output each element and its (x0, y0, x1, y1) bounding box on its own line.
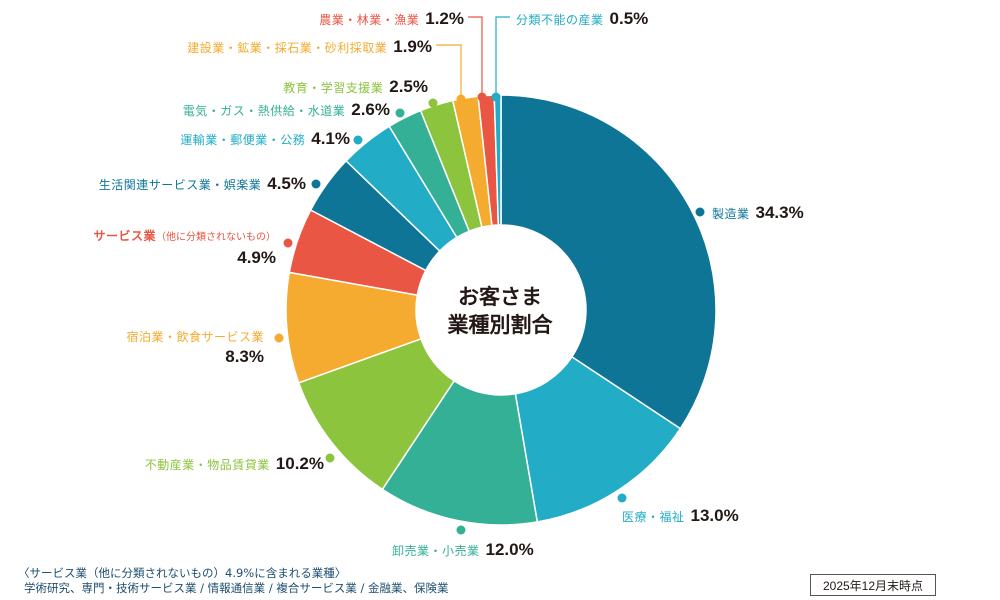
as-of-date-badge: 2025年12月末時点 (810, 574, 936, 596)
label-manufacturing: 製造業 34.3% (712, 204, 804, 221)
label-value: 4.5% (267, 174, 306, 193)
label-marker-dot (311, 179, 321, 189)
label-unclassifiable: 分類不能の産業 0.5% (516, 10, 648, 27)
label-name: 運輸業・郵便業・公務 (180, 133, 306, 147)
chart-center-title: お客さま 業種別割合 (420, 283, 580, 339)
donut-slice (500, 94, 717, 430)
label-value: 13.0% (690, 506, 739, 525)
label-name: 卸売業・小売業 (392, 544, 480, 558)
label-marker-dot (456, 525, 466, 535)
center-title-line2: 業種別割合 (447, 313, 553, 337)
donut-slice (381, 379, 539, 526)
label-utilities: 電気・ガス・熱供給・水道業 2.6% (183, 101, 390, 118)
label-accommodation-food: 宿泊業・飲食サービス業 8.3% (126, 327, 264, 367)
footnote-heading: 〈サービス業（他に分類されないもの）4.9%に含まれる業種〉 (18, 566, 347, 580)
label-value: 1.2% (425, 9, 464, 28)
label-value: 34.3% (755, 203, 804, 222)
label-value: 1.9% (393, 37, 432, 56)
label-construction-mining: 建設業・鉱業・採石業・砂利採取業 1.9% (187, 38, 432, 55)
donut-slices (285, 94, 717, 526)
label-marker-dot (617, 493, 627, 503)
label-name: 宿泊業・飲食サービス業 (126, 330, 264, 344)
label-real-estate: 不動産業・物品賃貸業 10.2% (145, 455, 324, 472)
label-name: 建設業・鉱業・採石業・砂利採取業 (187, 41, 388, 55)
donut-slice (514, 355, 682, 523)
leader-lines (274, 16, 705, 535)
label-subname: （他に分類されないもの） (156, 232, 276, 243)
label-marker-dot (456, 94, 466, 104)
label-value: 4.9% (237, 248, 276, 267)
label-name: 電気・ガス・熱供給・水道業 (182, 104, 346, 118)
label-other-services: サービス業（他に分類されないもの） 4.9% (93, 226, 276, 268)
label-transport-postal: 運輸業・郵便業・公務 4.1% (180, 130, 350, 147)
label-lifestyle-entertainment: 生活関連サービス業・娯楽業 4.5% (99, 175, 306, 192)
label-marker-dot (325, 453, 335, 463)
label-marker-dot (695, 207, 705, 217)
label-value: 2.5% (389, 77, 428, 96)
label-marker-dot (353, 135, 363, 145)
label-value: 12.0% (485, 540, 534, 559)
footnote-body: 学術研究、専門・技術サービス業 / 情報通信業 / 複合サービス業 / 金融業、… (24, 581, 449, 595)
label-name: 農業・林業・漁業 (319, 13, 420, 27)
label-wholesale-retail: 卸売業・小売業 12.0% (392, 541, 534, 558)
label-marker-dot (274, 333, 284, 343)
label-agriculture: 農業・林業・漁業 1.2% (319, 10, 464, 27)
leader-line (436, 44, 462, 97)
label-name: サービス業 (93, 229, 156, 243)
label-education: 教育・学習支援業 2.5% (283, 78, 428, 95)
label-value: 10.2% (275, 454, 324, 473)
label-marker-dot (395, 108, 405, 118)
label-name: 医療・福祉 (622, 510, 685, 524)
label-name: 分類不能の産業 (516, 13, 604, 27)
center-title-line1: お客さま (458, 285, 542, 309)
label-name: 生活関連サービス業・娯楽業 (98, 178, 262, 192)
footnote: 〈サービス業（他に分類されないもの）4.9%に含まれる業種〉 学術研究、専門・技… (18, 566, 449, 596)
label-name: 不動産業・物品賃貸業 (144, 458, 270, 472)
label-value: 8.3% (225, 347, 264, 366)
label-name: 製造業 (712, 207, 750, 221)
label-marker-dot (283, 238, 293, 248)
label-value: 2.6% (351, 100, 390, 119)
leader-line (495, 16, 510, 97)
label-value: 4.1% (311, 129, 350, 148)
label-marker-dot (428, 98, 438, 108)
label-value: 0.5% (609, 9, 649, 28)
leader-line (468, 16, 483, 97)
label-name: 教育・学習支援業 (283, 81, 384, 95)
label-medical-welfare: 医療・福祉 13.0% (622, 507, 739, 524)
